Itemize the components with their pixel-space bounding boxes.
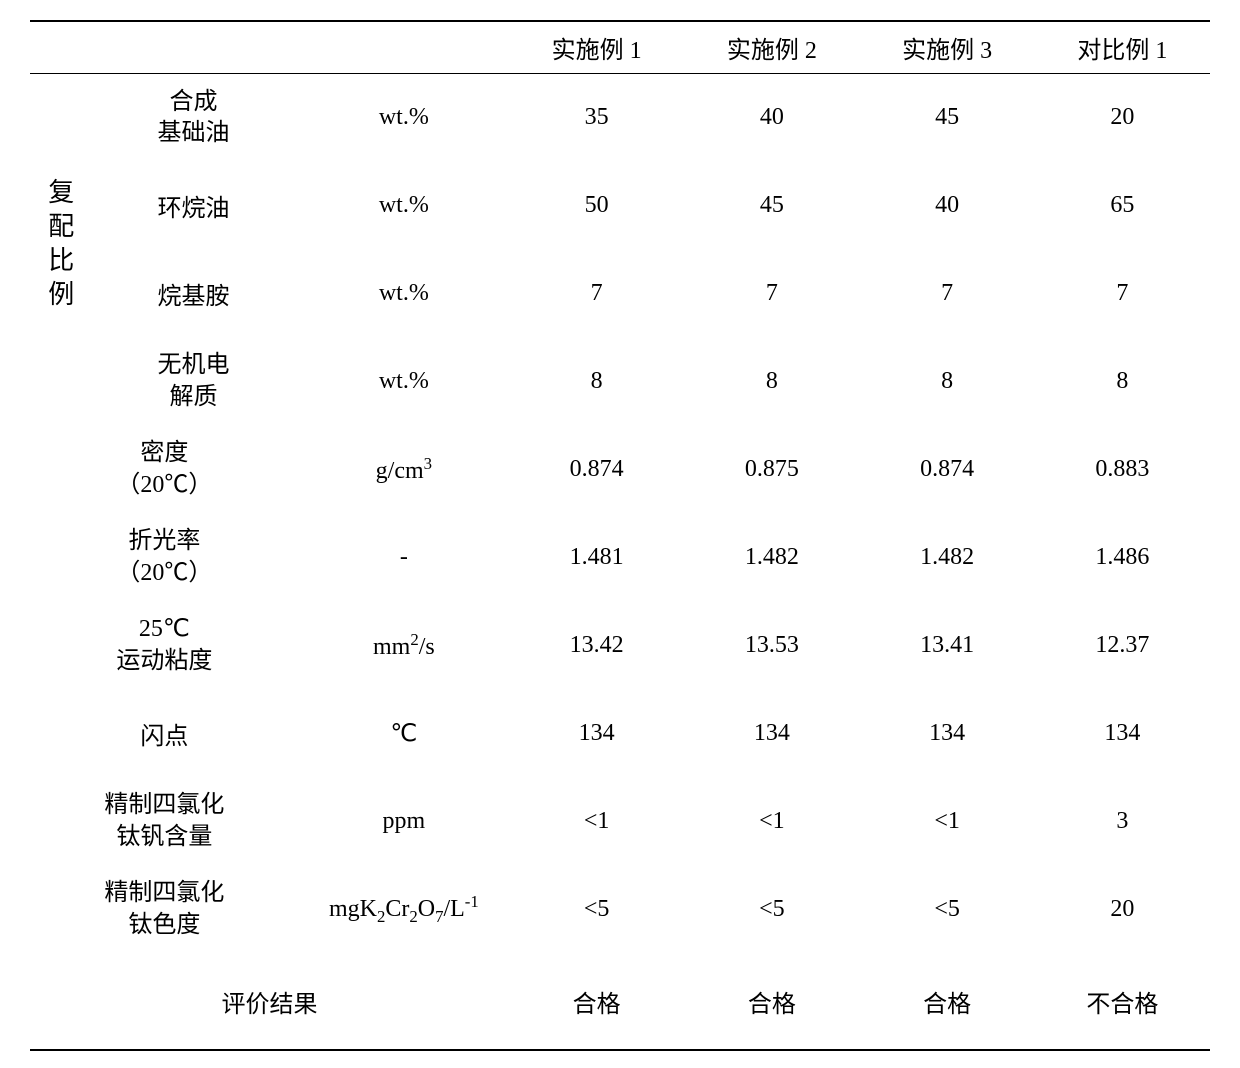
- table-row: 密度（20℃） g/cm3 0.874 0.875 0.874 0.883: [30, 426, 1210, 514]
- cell: 8: [509, 338, 684, 426]
- table-row: 25℃运动粘度 mm2/s 13.42 13.53 13.41 12.37: [30, 602, 1210, 690]
- table-row: 折光率（20℃） - 1.481 1.482 1.482 1.486: [30, 514, 1210, 602]
- eval-cell: 合格: [684, 954, 859, 1050]
- cell: <1: [684, 778, 859, 866]
- cell: 1.482: [684, 514, 859, 602]
- cell: 8: [684, 338, 859, 426]
- cell: 8: [859, 338, 1034, 426]
- cell: 134: [1035, 690, 1210, 778]
- table-row: 复配比例 合成基础油 wt.% 35 40 45 20: [30, 74, 1210, 162]
- table-row: 精制四氯化钛色度 mgK2Cr2O7/L-1 <5 <5 <5 20: [30, 866, 1210, 954]
- table-row: 闪点 ℃ 134 134 134 134: [30, 690, 1210, 778]
- cell: <1: [859, 778, 1034, 866]
- row-name: 环烷油: [88, 162, 298, 250]
- cell: 134: [859, 690, 1034, 778]
- cell: 134: [684, 690, 859, 778]
- row-unit: mm2/s: [299, 602, 509, 690]
- cell: 7: [859, 250, 1034, 338]
- cell: 45: [859, 74, 1034, 162]
- eval-cell: 合格: [859, 954, 1034, 1050]
- row-name: 精制四氯化钛钒含量: [30, 778, 299, 866]
- cell: 0.874: [859, 426, 1034, 514]
- row-unit: wt.%: [299, 250, 509, 338]
- cell: 134: [509, 690, 684, 778]
- eval-cell: 不合格: [1035, 954, 1210, 1050]
- row-name: 25℃运动粘度: [30, 602, 299, 690]
- row-unit: ppm: [299, 778, 509, 866]
- cell: 0.883: [1035, 426, 1210, 514]
- header-ex3: 实施例 3: [859, 21, 1034, 74]
- cell: 8: [1035, 338, 1210, 426]
- row-unit: wt.%: [299, 338, 509, 426]
- eval-cell: 合格: [509, 954, 684, 1050]
- header-ex2: 实施例 2: [684, 21, 859, 74]
- cell: <5: [859, 866, 1034, 954]
- row-unit: ℃: [299, 690, 509, 778]
- table-row-eval: 评价结果 合格 合格 合格 不合格: [30, 954, 1210, 1050]
- cell: 40: [859, 162, 1034, 250]
- table-row: 烷基胺 wt.% 7 7 7 7: [30, 250, 1210, 338]
- row-name: 烷基胺: [88, 250, 298, 338]
- cell: 13.42: [509, 602, 684, 690]
- cell: 0.874: [509, 426, 684, 514]
- row-unit: mgK2Cr2O7/L-1: [299, 866, 509, 954]
- cell: 50: [509, 162, 684, 250]
- row-unit: -: [299, 514, 509, 602]
- row-name: 折光率（20℃）: [30, 514, 299, 602]
- cell: 1.486: [1035, 514, 1210, 602]
- cell: 13.41: [859, 602, 1034, 690]
- cell: <5: [684, 866, 859, 954]
- table-header-row: 实施例 1 实施例 2 实施例 3 对比例 1: [30, 21, 1210, 74]
- eval-label: 评价结果: [30, 954, 509, 1050]
- row-name: 密度（20℃）: [30, 426, 299, 514]
- table-row: 环烷油 wt.% 50 45 40 65: [30, 162, 1210, 250]
- cell: 40: [684, 74, 859, 162]
- cell: 1.482: [859, 514, 1034, 602]
- cell: 7: [509, 250, 684, 338]
- cell: 7: [684, 250, 859, 338]
- table-row: 精制四氯化钛钒含量 ppm <1 <1 <1 3: [30, 778, 1210, 866]
- header-cmp1: 对比例 1: [1035, 21, 1210, 74]
- row-name: 无机电解质: [88, 338, 298, 426]
- cell: 13.53: [684, 602, 859, 690]
- cell: <1: [509, 778, 684, 866]
- row-name: 精制四氯化钛色度: [30, 866, 299, 954]
- table-row: 无机电解质 wt.% 8 8 8 8: [30, 338, 1210, 426]
- cell: 20: [1035, 866, 1210, 954]
- data-table: 实施例 1 实施例 2 实施例 3 对比例 1 复配比例 合成基础油 wt.% …: [30, 20, 1210, 1051]
- header-ex1: 实施例 1: [509, 21, 684, 74]
- cell: <5: [509, 866, 684, 954]
- cell: 65: [1035, 162, 1210, 250]
- row-name: 闪点: [30, 690, 299, 778]
- row-name: 合成基础油: [88, 74, 298, 162]
- row-unit: wt.%: [299, 162, 509, 250]
- cell: 7: [1035, 250, 1210, 338]
- cell: 12.37: [1035, 602, 1210, 690]
- cell: 35: [509, 74, 684, 162]
- row-unit: wt.%: [299, 74, 509, 162]
- cell: 3: [1035, 778, 1210, 866]
- row-unit: g/cm3: [299, 426, 509, 514]
- cell: 0.875: [684, 426, 859, 514]
- cell: 1.481: [509, 514, 684, 602]
- cell: 20: [1035, 74, 1210, 162]
- category-mix-ratio: 复配比例: [30, 74, 88, 426]
- cell: 45: [684, 162, 859, 250]
